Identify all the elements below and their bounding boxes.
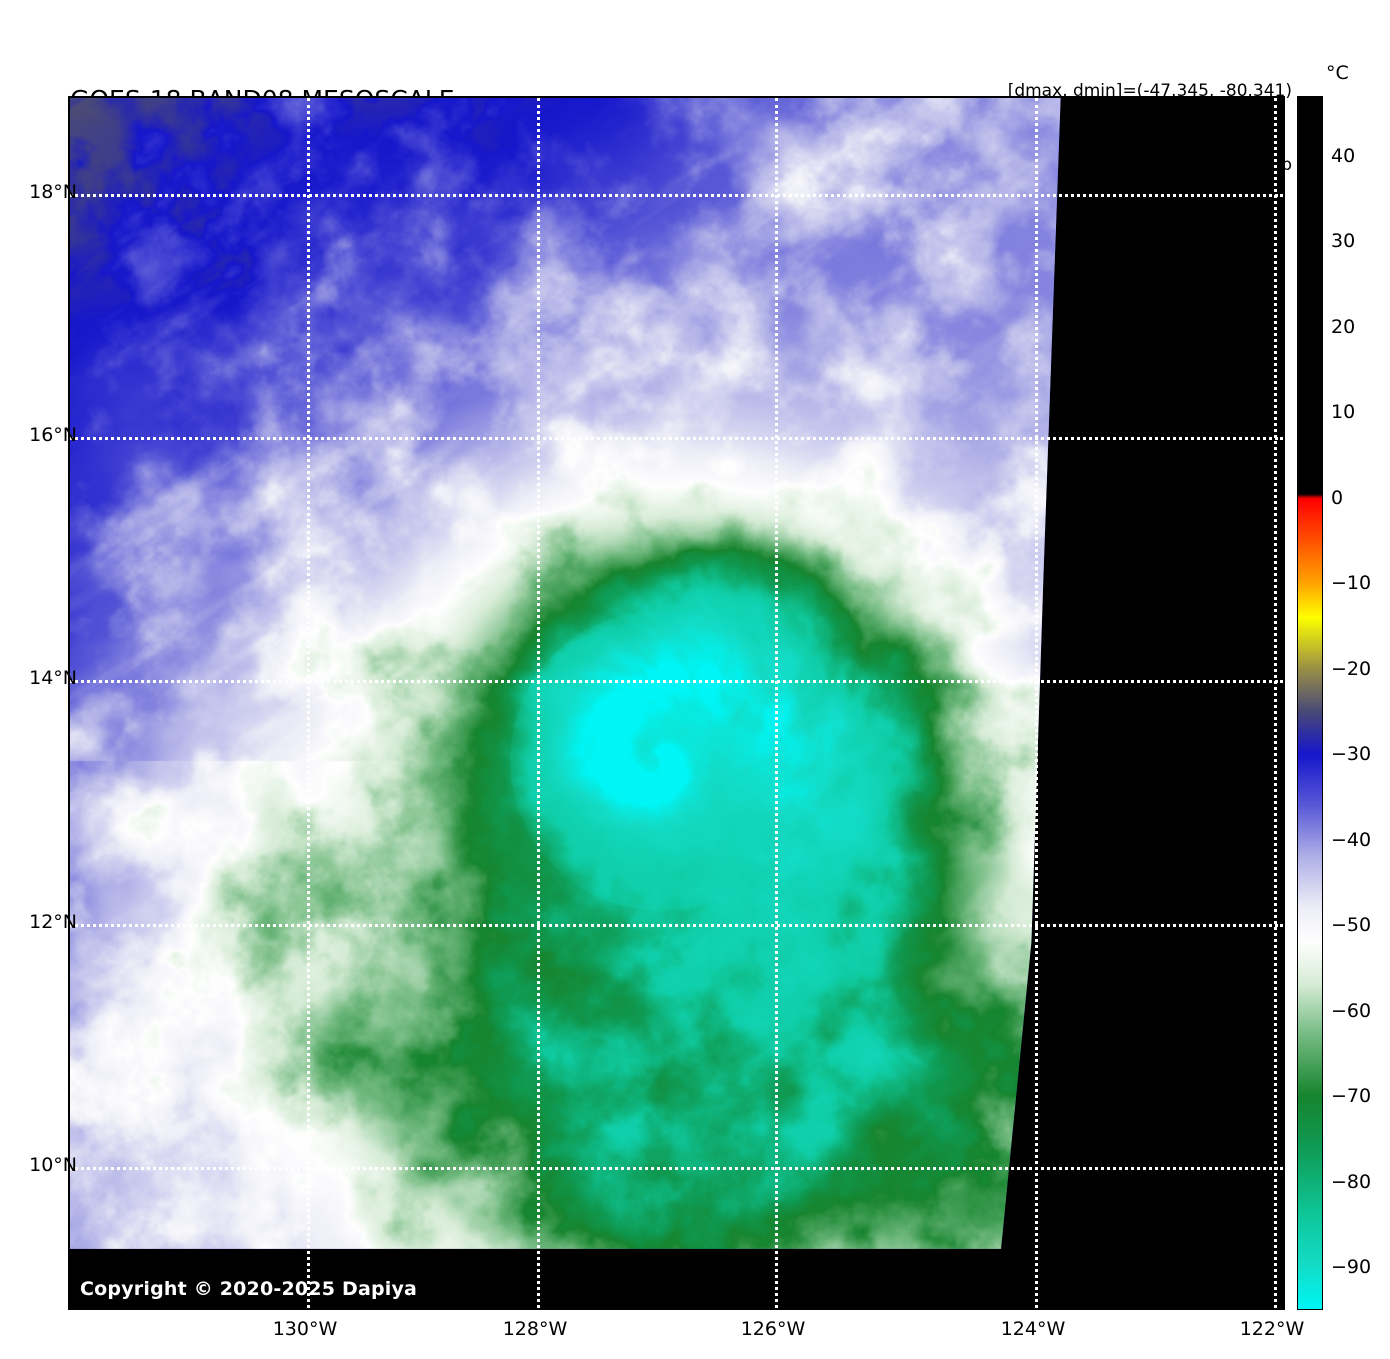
gridline-lon-124°W bbox=[1035, 98, 1038, 1308]
colorbar-tick-10: −60 bbox=[1331, 999, 1372, 1022]
gridline-lon-126°W bbox=[775, 98, 778, 1308]
colorbar-tick-3: 10 bbox=[1331, 401, 1356, 424]
copyright-notice: Copyright © 2020-2025 Dapiya bbox=[80, 1278, 418, 1300]
gridline-lat-10°N bbox=[70, 1167, 1283, 1170]
map-plot-inner bbox=[70, 98, 1283, 1308]
colorbar-gradient bbox=[1297, 96, 1323, 1310]
lat-tick-14°N: 14°N bbox=[29, 667, 77, 689]
colorbar-tick-1: 30 bbox=[1331, 230, 1356, 253]
lat-tick-10°N: 10°N bbox=[29, 1154, 77, 1176]
colorbar-tick-12: −80 bbox=[1331, 1170, 1372, 1193]
colorbar-tick-6: −20 bbox=[1331, 657, 1372, 680]
colorbar-tick-8: −40 bbox=[1331, 828, 1372, 851]
colorbar-tick-11: −70 bbox=[1331, 1085, 1372, 1108]
lon-tick-126°W: 126°W bbox=[740, 1318, 806, 1340]
lon-tick-122°W: 122°W bbox=[1239, 1318, 1305, 1340]
gridline-lat-16°N bbox=[70, 437, 1283, 440]
lat-tick-12°N: 12°N bbox=[29, 911, 77, 933]
colorbar-tick-13: −90 bbox=[1331, 1256, 1372, 1279]
map-plot-area[interactable] bbox=[68, 96, 1285, 1310]
lon-tick-128°W: 128°W bbox=[502, 1318, 568, 1340]
lon-tick-124°W: 124°W bbox=[1000, 1318, 1066, 1340]
colorbar-unit-label: °C bbox=[1326, 62, 1349, 84]
colorbar-tick-0: 40 bbox=[1331, 144, 1356, 167]
infrared-brightness-temperature-raster bbox=[70, 98, 1061, 1249]
colorbar-tick-7: −30 bbox=[1331, 743, 1372, 766]
gridline-lat-14°N bbox=[70, 680, 1283, 683]
colorbar-tick-4: 0 bbox=[1331, 486, 1344, 509]
gridline-lat-18°N bbox=[70, 194, 1283, 197]
gridline-lon-122°W bbox=[1274, 98, 1277, 1308]
lat-tick-18°N: 18°N bbox=[29, 181, 77, 203]
colorbar-canvas bbox=[1298, 97, 1322, 1309]
satellite-data-swath bbox=[70, 98, 1061, 1249]
colorbar-tick-9: −50 bbox=[1331, 914, 1372, 937]
colorbar[interactable] bbox=[1297, 96, 1323, 1310]
gridline-lon-130°W bbox=[307, 98, 310, 1308]
colorbar-tick-2: 20 bbox=[1331, 315, 1356, 338]
gridline-lon-128°W bbox=[537, 98, 540, 1308]
gridline-lat-12°N bbox=[70, 924, 1283, 927]
lon-tick-130°W: 130°W bbox=[272, 1318, 338, 1340]
colorbar-tick-5: −10 bbox=[1331, 572, 1372, 595]
lat-tick-16°N: 16°N bbox=[29, 424, 77, 446]
